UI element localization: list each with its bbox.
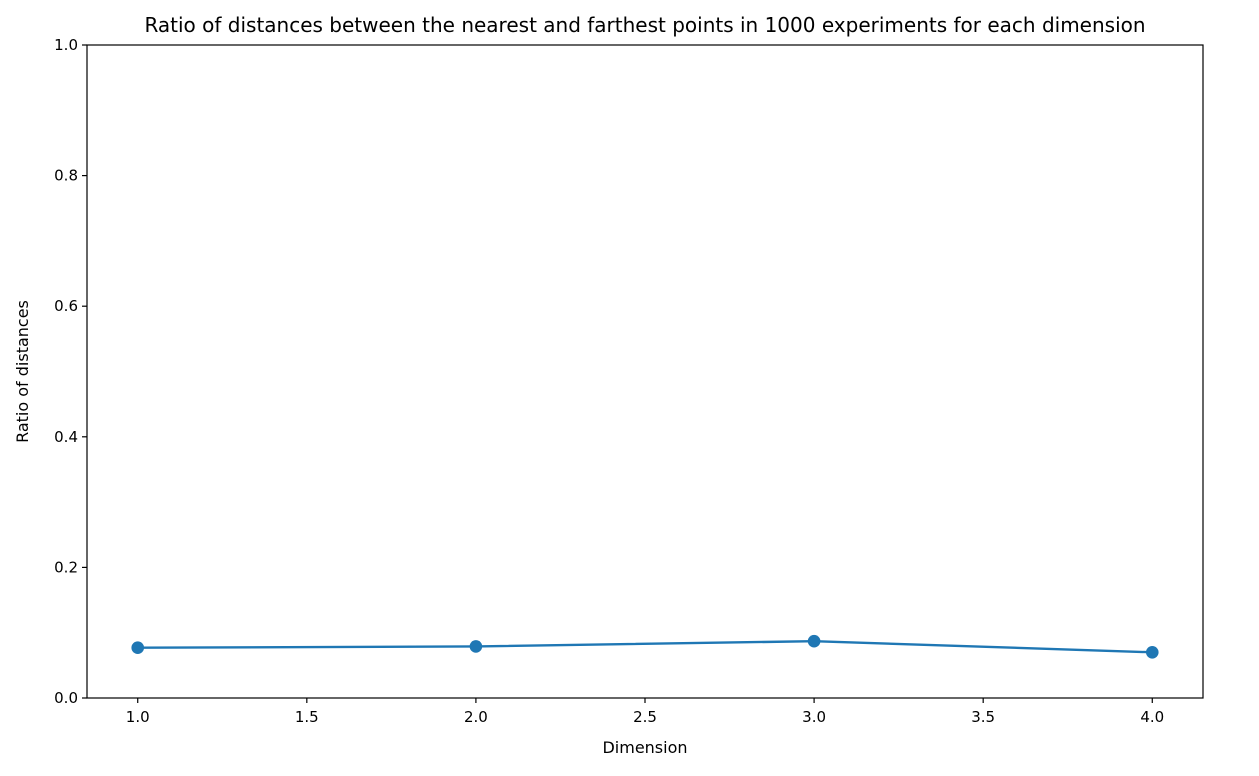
series-layer xyxy=(131,634,1159,659)
y-tick-label: 0.0 xyxy=(54,689,78,707)
x-tick-label: 1.5 xyxy=(295,708,319,726)
x-tick-label: 4.0 xyxy=(1140,708,1164,726)
y-tick-label: 1.0 xyxy=(54,36,78,54)
x-axis-label: Dimension xyxy=(602,738,687,757)
plot-area-frame xyxy=(86,44,1204,699)
chart-title: Ratio of distances between the nearest a… xyxy=(144,13,1145,37)
data-point-marker xyxy=(807,634,821,648)
x-tick-label: 3.0 xyxy=(802,708,826,726)
x-axis-ticks: 1.0 1.5 2.0 2.5 3.0 3.5 4.0 xyxy=(126,698,1164,726)
y-tick-label: 0.2 xyxy=(54,558,78,576)
x-tick-label: 2.5 xyxy=(633,708,657,726)
data-point-marker xyxy=(1145,645,1159,659)
x-tick-label: 1.0 xyxy=(126,708,150,726)
series-line xyxy=(136,639,1154,654)
data-point-marker xyxy=(469,640,483,653)
y-tick-label: 0.8 xyxy=(54,167,78,185)
data-point-marker xyxy=(131,641,145,655)
x-tick-label: 3.5 xyxy=(971,708,995,726)
y-axis-ticks: 0.0 0.2 0.4 0.6 0.8 1.0 xyxy=(54,36,87,707)
y-axis-label: Ratio of distances xyxy=(13,300,32,443)
y-tick-label: 0.4 xyxy=(54,428,78,446)
y-tick-label: 0.6 xyxy=(54,297,78,315)
x-tick-label: 2.0 xyxy=(464,708,488,726)
